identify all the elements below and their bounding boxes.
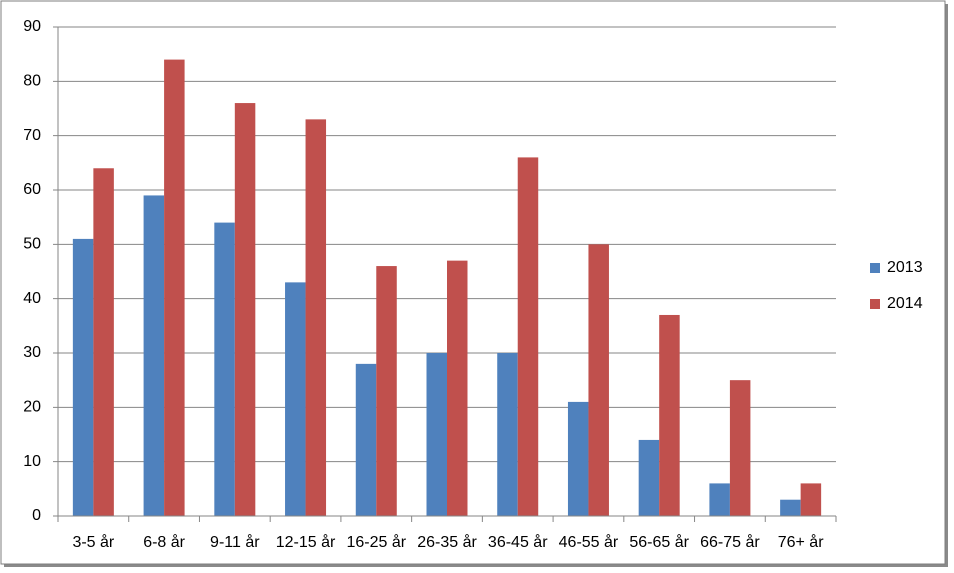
legend-label: 2013 [887,259,923,276]
bar [72,238,94,516]
bar [729,380,751,516]
x-tick-label: 76+ år [778,533,824,551]
bar [638,439,660,516]
bar [143,195,165,516]
frame [0,0,946,565]
x-tick-label: 3-5 år [72,533,114,551]
bar [709,483,730,516]
y-tick-label: 0 [32,507,41,524]
bar [517,157,539,516]
bar [497,353,518,516]
x-tick-label: 46-55 år [559,533,619,551]
bar [426,353,447,516]
y-tick-label: 80 [23,73,41,90]
bar [588,244,609,517]
bar [164,59,185,516]
legend-swatch [870,263,880,273]
x-tick-label: 12-15 år [276,533,336,551]
x-tick-label: 26-35 år [417,533,477,551]
bar [285,282,306,516]
bar [93,168,114,516]
x-tick-label: 66-75 år [700,533,760,551]
legend-label: 2014 [887,295,923,312]
bar [376,266,397,516]
bar [800,483,822,516]
bar [447,260,468,516]
y-tick-label: 90 [23,18,41,35]
y-tick-label: 40 [23,290,41,307]
y-tick-label: 60 [23,181,41,198]
bar [355,363,377,516]
y-tick-label: 20 [23,399,41,416]
bar [305,119,327,516]
x-tick-label: 56-65 år [629,533,689,551]
x-tick-label: 6-8 år [143,533,185,551]
y-tick-label: 70 [23,127,41,144]
x-tick-label: 36-45 år [488,533,548,551]
legend-swatch [870,299,880,309]
bar [567,401,589,516]
y-tick-label: 30 [23,344,41,361]
x-tick-label: 16-25 år [346,533,406,551]
bar [214,222,235,516]
x-tick-label: 9-11 år [210,533,260,551]
y-tick-label: 50 [23,236,41,253]
bar [659,314,680,516]
bar [234,103,256,517]
bar [780,499,801,516]
y-tick-label: 10 [23,453,41,470]
